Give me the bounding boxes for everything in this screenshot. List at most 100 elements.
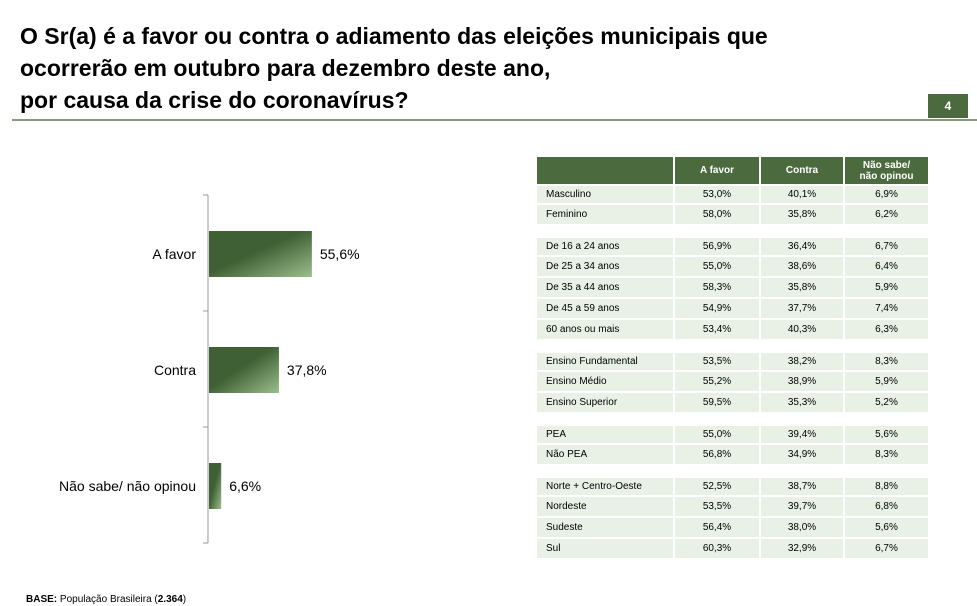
table-cell: 54,9% bbox=[675, 299, 761, 320]
title-line-1: O Sr(a) é a favor ou contra o adiamento … bbox=[20, 23, 768, 49]
table-cell: 56,9% bbox=[675, 236, 761, 257]
table-cell: 60,3% bbox=[675, 539, 761, 560]
column-header: Não sabe/ não opinou bbox=[845, 157, 930, 184]
table-cell: 58,0% bbox=[675, 205, 761, 226]
row-label: Nordeste bbox=[537, 497, 675, 518]
group-spacer bbox=[537, 341, 930, 351]
table-cell: 59,5% bbox=[675, 393, 761, 414]
table-cell: 56,4% bbox=[675, 518, 761, 539]
column-header: A favor bbox=[675, 157, 761, 184]
page-number-badge: 4 bbox=[928, 94, 968, 118]
table-cell: 38,7% bbox=[761, 476, 845, 497]
table-cell: 53,5% bbox=[675, 497, 761, 518]
base-text: População Brasileira ( bbox=[59, 594, 158, 605]
row-label: Feminino bbox=[537, 205, 675, 226]
table-cell: 38,2% bbox=[761, 351, 845, 372]
bar-0 bbox=[209, 231, 312, 277]
bar-1 bbox=[209, 347, 279, 393]
table-cell: 55,0% bbox=[675, 424, 761, 445]
table-cell: 35,3% bbox=[761, 393, 845, 414]
table-row: Sul 60,3% 32,9% 6,7% bbox=[537, 539, 930, 560]
table-cell: 5,6% bbox=[845, 518, 930, 539]
table-cell: 55,0% bbox=[675, 257, 761, 278]
value-label: 37,8% bbox=[287, 362, 327, 378]
row-label: De 16 a 24 anos bbox=[537, 236, 675, 257]
table-cell: 39,7% bbox=[761, 497, 845, 518]
table-cell: 6,7% bbox=[845, 539, 930, 560]
table-cell: 7,4% bbox=[845, 299, 930, 320]
row-label: Ensino Superior bbox=[537, 393, 675, 414]
row-label: De 25 a 34 anos bbox=[537, 257, 675, 278]
table-cell: 39,4% bbox=[761, 424, 845, 445]
table-cell: 38,0% bbox=[761, 518, 845, 539]
table-header-row: A favor Contra Não sabe/ não opinou bbox=[537, 157, 930, 184]
table-cell: 6,2% bbox=[845, 205, 930, 226]
table-cell: 8,8% bbox=[845, 476, 930, 497]
base-close: ) bbox=[182, 594, 187, 605]
row-label: Norte + Centro-Oeste bbox=[537, 476, 675, 497]
table-row: 60 anos ou mais 53,4% 40,3% 6,3% bbox=[537, 320, 930, 341]
table-row: Norte + Centro-Oeste 52,5% 38,7% 8,8% bbox=[537, 476, 930, 497]
table-cell: 53,5% bbox=[675, 351, 761, 372]
row-label: De 45 a 59 anos bbox=[537, 299, 675, 320]
value-label: 55,6% bbox=[320, 246, 360, 262]
category-label: Contra bbox=[154, 362, 196, 378]
title-line-2: ocorrerão em outubro para dezembro deste… bbox=[20, 55, 551, 81]
table-cell: 56,8% bbox=[675, 445, 761, 466]
table-row: De 45 a 59 anos 54,9% 37,7% 7,4% bbox=[537, 299, 930, 320]
table-row: De 25 a 34 anos 55,0% 38,6% 6,4% bbox=[537, 257, 930, 278]
table-row: Ensino Médio 55,2% 38,9% 5,9% bbox=[537, 372, 930, 393]
table-cell: 36,4% bbox=[761, 236, 845, 257]
table-row: Nordeste 53,5% 39,7% 6,8% bbox=[537, 497, 930, 518]
row-label: PEA bbox=[537, 424, 675, 445]
group-spacer bbox=[537, 414, 930, 424]
table-row: Masculino 53,0% 40,1% 6,9% bbox=[537, 184, 930, 205]
table-row: Feminino 58,0% 35,8% 6,2% bbox=[537, 205, 930, 226]
table-cell: 5,6% bbox=[845, 424, 930, 445]
row-label: Ensino Médio bbox=[537, 372, 675, 393]
table-cell: 5,2% bbox=[845, 393, 930, 414]
row-label: Não PEA bbox=[537, 445, 675, 466]
table-cell: 32,9% bbox=[761, 539, 845, 560]
category-label: A favor bbox=[152, 246, 196, 262]
page-title: O Sr(a) é a favor ou contra o adiamento … bbox=[20, 20, 900, 116]
row-label: Sul bbox=[537, 539, 675, 560]
table-row: Sudeste 56,4% 38,0% 5,6% bbox=[537, 518, 930, 539]
column-header bbox=[537, 157, 675, 184]
bar-chart: A favor 55,6% Contra 37,8% Não sabe/ não opi… bbox=[59, 194, 360, 544]
table-cell: 8,3% bbox=[845, 351, 930, 372]
table-cell: 6,8% bbox=[845, 497, 930, 518]
row-label: Masculino bbox=[537, 184, 675, 205]
table-row: PEA 55,0% 39,4% 5,6% bbox=[537, 424, 930, 445]
crosstab-table: A favor Contra Não sabe/ não opinou Mascul… bbox=[537, 157, 930, 560]
table-cell: 38,6% bbox=[761, 257, 845, 278]
title-divider bbox=[12, 119, 977, 121]
group-spacer bbox=[537, 466, 930, 476]
table-cell: 38,9% bbox=[761, 372, 845, 393]
table-row: Ensino Fundamental 53,5% 38,2% 8,3% bbox=[537, 351, 930, 372]
group-spacer bbox=[537, 226, 930, 236]
base-note: BASE: População Brasileira (2.364) bbox=[26, 594, 186, 605]
table-cell: 6,7% bbox=[845, 236, 930, 257]
table-cell: 35,8% bbox=[761, 205, 845, 226]
table-cell: 8,3% bbox=[845, 445, 930, 466]
title-line-3: por causa da crise do coronavírus? bbox=[20, 87, 409, 113]
bar-2 bbox=[209, 463, 222, 509]
category-label: Não sabe/ não opinou bbox=[59, 478, 196, 494]
table-cell: 35,8% bbox=[761, 278, 845, 299]
table-cell: 53,4% bbox=[675, 320, 761, 341]
table-row: De 35 a 44 anos 58,3% 35,8% 5,9% bbox=[537, 278, 930, 299]
table-row: Ensino Superior 59,5% 35,3% 5,2% bbox=[537, 393, 930, 414]
table-cell: 40,3% bbox=[761, 320, 845, 341]
table-cell: 6,4% bbox=[845, 257, 930, 278]
table-cell: 58,3% bbox=[675, 278, 761, 299]
table-cell: 6,9% bbox=[845, 184, 930, 205]
base-label: BASE: bbox=[26, 594, 58, 605]
table-cell: 40,1% bbox=[761, 184, 845, 205]
column-header: Contra bbox=[761, 157, 845, 184]
row-label: De 35 a 44 anos bbox=[537, 278, 675, 299]
table-cell: 5,9% bbox=[845, 372, 930, 393]
table-cell: 52,5% bbox=[675, 476, 761, 497]
row-label: 60 anos ou mais bbox=[537, 320, 675, 341]
table-row: De 16 a 24 anos 56,9% 36,4% 6,7% bbox=[537, 236, 930, 257]
